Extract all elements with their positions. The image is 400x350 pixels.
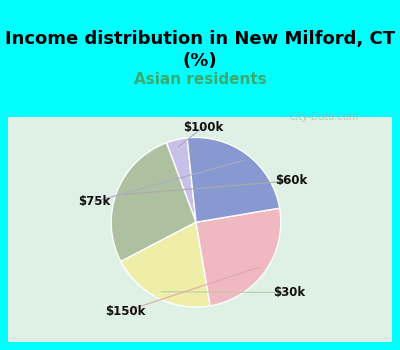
Text: $150k: $150k <box>106 305 146 318</box>
Text: $30k: $30k <box>273 286 305 299</box>
Bar <box>8 117 392 342</box>
Wedge shape <box>121 222 210 307</box>
Wedge shape <box>166 138 196 222</box>
Wedge shape <box>187 138 280 222</box>
Wedge shape <box>196 208 281 306</box>
Text: City-Data.com: City-Data.com <box>290 112 360 122</box>
Text: (%): (%) <box>183 52 217 70</box>
Text: $60k: $60k <box>275 174 307 187</box>
Wedge shape <box>111 143 196 261</box>
Text: $100k: $100k <box>183 121 223 134</box>
Text: $75k: $75k <box>78 195 111 208</box>
Text: Asian residents: Asian residents <box>134 72 266 87</box>
Text: Income distribution in New Milford, CT: Income distribution in New Milford, CT <box>5 30 395 48</box>
